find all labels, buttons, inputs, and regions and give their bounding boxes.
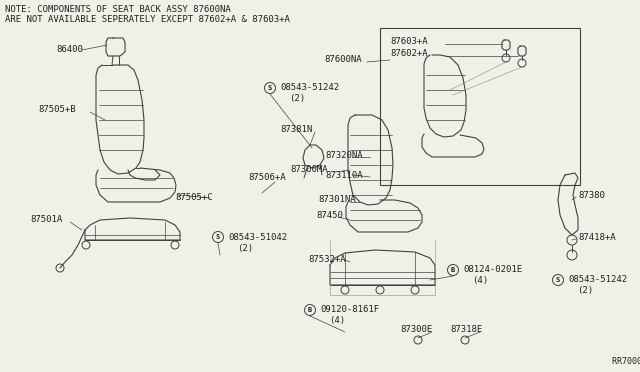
Text: 87505+C: 87505+C <box>175 193 212 202</box>
Text: 87603+A: 87603+A <box>390 38 428 46</box>
Text: ARE NOT AVAILABLE SEPERATELY EXCEPT 87602+A & 87603+A: ARE NOT AVAILABLE SEPERATELY EXCEPT 8760… <box>5 16 290 25</box>
Text: 87602+A: 87602+A <box>390 49 428 58</box>
Text: 86400: 86400 <box>56 45 83 55</box>
Text: 08543-51042: 08543-51042 <box>228 232 287 241</box>
Text: 09120-8161F: 09120-8161F <box>320 305 379 314</box>
Text: S: S <box>216 234 220 240</box>
Text: 87300MA: 87300MA <box>290 166 328 174</box>
Text: B: B <box>451 267 455 273</box>
Text: 87506+A: 87506+A <box>248 173 285 183</box>
Text: B: B <box>308 307 312 313</box>
Text: (4): (4) <box>329 317 345 326</box>
Text: (2): (2) <box>577 286 593 295</box>
Text: 87532+A: 87532+A <box>308 256 346 264</box>
Text: NOTE: COMPONENTS OF SEAT BACK ASSY 87600NA: NOTE: COMPONENTS OF SEAT BACK ASSY 87600… <box>5 6 231 15</box>
Text: 08124-0201E: 08124-0201E <box>463 266 522 275</box>
Bar <box>380 28 580 185</box>
Text: 08543-51242: 08543-51242 <box>280 83 339 93</box>
Text: S: S <box>268 85 272 91</box>
Text: 08543-51242: 08543-51242 <box>568 276 627 285</box>
Text: (4): (4) <box>472 276 488 285</box>
Text: (2): (2) <box>289 94 305 103</box>
Text: 87600NA: 87600NA <box>324 55 362 64</box>
Text: 87381N: 87381N <box>280 125 312 135</box>
Text: RR7000 6: RR7000 6 <box>612 357 640 366</box>
Text: 87320NA: 87320NA <box>325 151 363 160</box>
Text: 87450: 87450 <box>316 211 343 219</box>
Text: 87300E: 87300E <box>400 326 432 334</box>
Text: 87501A: 87501A <box>30 215 62 224</box>
Text: S: S <box>556 277 560 283</box>
Text: 87505+B: 87505+B <box>38 106 76 115</box>
Text: 87418+A: 87418+A <box>578 232 616 241</box>
Text: 87380: 87380 <box>578 190 605 199</box>
Text: 873110A: 873110A <box>325 170 363 180</box>
Text: 87301NA: 87301NA <box>318 196 356 205</box>
Text: 87318E: 87318E <box>450 326 483 334</box>
Text: (2): (2) <box>237 244 253 253</box>
